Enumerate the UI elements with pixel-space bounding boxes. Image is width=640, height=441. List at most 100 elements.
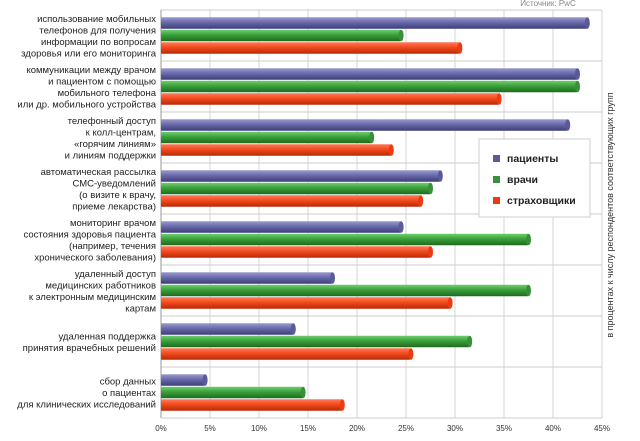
source-note: Источник: PwC xyxy=(520,0,576,8)
category-label: и линиям поддержки xyxy=(65,150,156,161)
bar-пациенты xyxy=(161,119,568,131)
category-label: сбор данных xyxy=(100,377,157,388)
bar-end-cap xyxy=(437,170,443,182)
category-label: к электронным медицинским xyxy=(29,292,156,303)
bar-пациенты xyxy=(161,170,441,182)
bar-end-cap xyxy=(584,17,590,29)
bar-врачи xyxy=(161,335,470,348)
bar-пациенты xyxy=(161,374,206,386)
category-label: приеме лекарства) xyxy=(72,201,156,212)
legend-label: врачи xyxy=(507,174,538,186)
x-tick-label: 35% xyxy=(496,424,512,433)
category-label: телефонов для получения xyxy=(39,25,156,36)
legend-swatch xyxy=(493,155,500,162)
bar-страховщики xyxy=(161,246,431,258)
x-tick-label: 20% xyxy=(349,424,365,433)
bar-end-cap xyxy=(408,348,414,360)
category-label: удаленный доступ xyxy=(75,269,156,280)
category-label: принятия врачебных решений xyxy=(23,343,156,354)
bar-end-cap xyxy=(526,284,531,297)
x-tick-label: 10% xyxy=(251,424,267,433)
bar-end-cap xyxy=(398,221,404,233)
x-tick-label: 0% xyxy=(155,424,167,433)
bar-пациенты xyxy=(161,17,588,29)
x-tick-label: 15% xyxy=(300,424,316,433)
bars xyxy=(161,17,590,411)
y-axis-label: в процентах к числу респондентов соответ… xyxy=(605,92,615,337)
x-tick-label: 5% xyxy=(204,424,216,433)
bar-end-cap xyxy=(418,195,424,207)
bar-end-cap xyxy=(428,246,433,258)
bar-страховщики xyxy=(161,144,392,156)
bar-пациенты xyxy=(161,221,402,233)
bar-end-cap xyxy=(428,182,433,195)
legend-label: пациенты xyxy=(507,153,558,165)
bar-страховщики xyxy=(161,195,421,207)
bar-пациенты xyxy=(161,68,578,80)
legend-swatch xyxy=(493,197,500,204)
category-label: мобильного телефона xyxy=(58,88,157,99)
category-label: о пациентах xyxy=(102,388,156,399)
bar-end-cap xyxy=(526,233,531,246)
legend-swatch xyxy=(493,176,500,183)
bar-end-cap xyxy=(457,42,463,54)
category-label: коммуникации между врачом xyxy=(26,65,156,76)
bar-страховщики xyxy=(161,297,451,309)
bar-страховщики xyxy=(161,42,460,54)
category-label: картам xyxy=(125,303,156,314)
bar-пациенты xyxy=(161,272,333,284)
bar-врачи xyxy=(161,284,529,297)
bar-врачи xyxy=(161,386,304,399)
category-label: или др. мобильного устройства xyxy=(17,99,156,110)
bar-end-cap xyxy=(575,68,580,80)
bar-пациенты xyxy=(161,323,294,335)
bar-end-cap xyxy=(388,144,394,156)
category-label: удаленная поддержка xyxy=(58,331,156,342)
bar-страховщики xyxy=(161,348,411,360)
category-label: (например, течения xyxy=(69,241,156,252)
x-axis-ticks: 0% 5% 10% 15% 20% 25% 30% 35% 40% 45% xyxy=(155,424,610,433)
category-label: «горячим линиям» xyxy=(74,139,156,150)
bar-end-cap xyxy=(496,93,502,105)
category-label: использование мобильных xyxy=(37,14,156,25)
category-label: к колл-центрам, xyxy=(86,127,156,138)
category-label: и пациентом с помощью xyxy=(48,76,156,87)
category-label: информации по вопросам xyxy=(41,37,156,48)
category-label: мониторинг врачом xyxy=(70,218,156,229)
category-label: для клинических исследований xyxy=(17,400,156,411)
x-tick-label: 25% xyxy=(398,424,414,433)
bar-end-cap xyxy=(369,131,375,144)
bar-end-cap xyxy=(398,29,404,42)
legend-label: страховщики xyxy=(507,195,576,207)
category-label: СМС-уведомлений xyxy=(72,178,156,189)
bar-end-cap xyxy=(330,272,335,284)
bar-end-cap xyxy=(300,386,306,399)
x-tick-label: 40% xyxy=(545,424,561,433)
bar-end-cap xyxy=(290,323,296,335)
category-label: телефонный доступ xyxy=(68,116,156,127)
bar-страховщики xyxy=(161,399,343,411)
category-label: автоматическая рассылка xyxy=(41,167,157,178)
category-label: медицинских работников xyxy=(45,280,156,291)
bar-end-cap xyxy=(447,297,453,309)
category-label: (о визите к врачу, xyxy=(79,190,156,201)
category-label: хронического заболевания) xyxy=(34,252,156,263)
legend: пациенты врачи страховщики xyxy=(478,138,591,218)
bar-врачи xyxy=(161,233,529,246)
bar-страховщики xyxy=(161,93,500,105)
bar-врачи xyxy=(161,29,402,42)
bar-end-cap xyxy=(467,335,473,348)
bar-end-cap xyxy=(339,399,345,411)
bar-end-cap xyxy=(202,374,208,386)
category-label: здоровья или его мониторинга xyxy=(21,48,157,59)
bar-врачи xyxy=(161,131,372,144)
bar-врачи xyxy=(161,182,431,195)
bar-end-cap xyxy=(575,80,580,93)
category-label: состояния здоровья пациента xyxy=(24,229,157,240)
x-tick-label: 45% xyxy=(594,424,610,433)
bar-end-cap xyxy=(565,119,571,131)
bar-врачи xyxy=(161,80,578,93)
x-tick-label: 30% xyxy=(447,424,463,433)
